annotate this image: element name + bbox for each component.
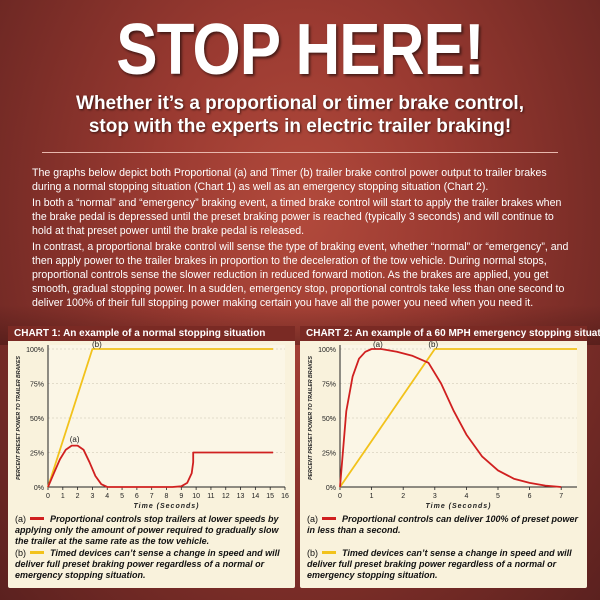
proportional-swatch <box>322 517 336 521</box>
x-tick-label: 14 <box>251 493 259 500</box>
x-tick-label: 7 <box>150 493 154 500</box>
chart-2-plot: 0% 25% 50% 75% 100% 0 1 2 3 4 5 6 7 Time (Seconds) PER… <box>308 341 577 510</box>
y-tick-label: 100% <box>26 347 44 354</box>
series-line-proportional <box>339 348 562 488</box>
x-tick-label: 9 <box>179 493 183 500</box>
proportional-swatch <box>30 517 44 521</box>
timer-swatch <box>30 551 44 555</box>
x-tick-label: 6 <box>528 493 532 500</box>
intro-paragraph-2: In both a “normal” and “emergency” braki… <box>32 197 562 237</box>
x-tick-label: 12 <box>222 493 230 500</box>
intro-paragraph-3: In contrast, a proportional brake contro… <box>32 241 569 309</box>
chart-2-panel: CHART 2: An example of a 60 MPH emergenc… <box>300 326 600 588</box>
chart-1-note-a: (a) Proportional controls stop trailers a… <box>15 514 287 547</box>
x-tick-label: 13 <box>237 493 245 500</box>
y-axis-label: PERCENT PRESET POWER TO TRAILER BRAKES <box>16 356 22 480</box>
y-tick-label: 50% <box>30 416 44 423</box>
series-label-timer: (b) <box>92 341 102 349</box>
note-tag: (b) <box>15 548 26 558</box>
chart-2-note-a: (a) Proportional controls can deliver 100… <box>307 514 579 536</box>
y-tick-label: 25% <box>30 451 44 458</box>
y-tick-label: 0% <box>326 485 336 492</box>
x-tick-label: 15 <box>266 493 274 500</box>
note-tag: (a) <box>15 514 26 524</box>
plot-area <box>48 345 285 487</box>
series-label-proportional: (a) <box>373 341 383 349</box>
y-tick-label: 50% <box>322 416 336 423</box>
x-tick-label: 11 <box>207 493 214 500</box>
note-text: Timed devices can’t sense a change in sp… <box>307 548 572 580</box>
note-tag: (b) <box>307 548 318 558</box>
note-tag: (a) <box>307 514 318 524</box>
plot-area <box>340 345 577 487</box>
chart-2-title: CHART 2: An example of a 60 MPH emergenc… <box>300 326 600 341</box>
x-tick-label: 8 <box>165 493 169 500</box>
chart-1-title: CHART 1: An example of a normal stopping… <box>8 326 295 341</box>
series-line-proportional <box>47 444 274 488</box>
subtitle-line-2: stop with the experts in electric traile… <box>88 116 512 137</box>
x-tick-label: 5 <box>496 493 500 500</box>
x-tick-label: 0 <box>46 493 50 500</box>
x-tick-label: 7 <box>559 493 563 500</box>
x-tick-label: 4 <box>464 493 468 500</box>
x-tick-label: 5 <box>120 493 124 500</box>
page-subtitle: Whether it’s a proportional or timer bra… <box>20 92 580 138</box>
x-axis-label: Time (Seconds) <box>426 503 492 510</box>
x-tick-label: 16 <box>281 493 289 500</box>
page-title: STOP HERE! <box>116 10 484 90</box>
series-line-timer <box>47 348 274 488</box>
series-line-timer <box>339 348 577 488</box>
x-tick-label: 3 <box>433 493 437 500</box>
y-tick-label: 100% <box>318 347 336 354</box>
x-tick-label: 2 <box>401 493 405 500</box>
timer-swatch <box>322 551 336 555</box>
subtitle-line-1: Whether it’s a proportional or timer bra… <box>76 93 524 114</box>
note-text: Proportional controls can deliver 100% o… <box>307 514 579 535</box>
y-tick-label: 0% <box>34 485 44 492</box>
y-tick-label: 75% <box>30 382 44 389</box>
x-tick-label: 1 <box>61 493 65 500</box>
intro-paragraph-1: The graphs below depict both Proportiona… <box>32 167 547 193</box>
x-tick-label: 4 <box>105 493 109 500</box>
chart-2-note-b: (b) Timed devices can’t sense a change in… <box>307 548 579 581</box>
divider <box>42 152 558 153</box>
x-tick-label: 3 <box>90 493 94 500</box>
chart-1-plot: 0%25%50%75%100%0 1 2 3 4 5 6 7 8 9 10 11 12 13 14 15 16T… <box>16 341 289 510</box>
x-axis-label: Time (Seconds) <box>134 503 200 510</box>
note-text: Timed devices can’t sense a change in sp… <box>15 548 280 580</box>
x-tick-label: 0 <box>338 493 342 500</box>
x-tick-label: 6 <box>135 493 139 500</box>
x-tick-label: 2 <box>76 493 80 500</box>
x-tick-label: 10 <box>192 493 200 500</box>
note-text: Proportional controls stop trailers at l… <box>15 514 279 546</box>
series-label-timer: (b) <box>428 341 438 349</box>
x-tick-label: 1 <box>370 493 374 500</box>
y-tick-label: 75% <box>322 382 336 389</box>
y-tick-label: 25% <box>322 451 336 458</box>
chart-1-note-b: (b) Timed devices can’t sense a change in… <box>15 548 287 581</box>
y-axis-label: PERCENT PRESET POWER TO TRAILER BRAKES <box>308 356 314 480</box>
chart-1-panel: CHART 1: An example of a normal stopping… <box>8 326 295 588</box>
series-label-proportional: (a) <box>70 435 80 444</box>
